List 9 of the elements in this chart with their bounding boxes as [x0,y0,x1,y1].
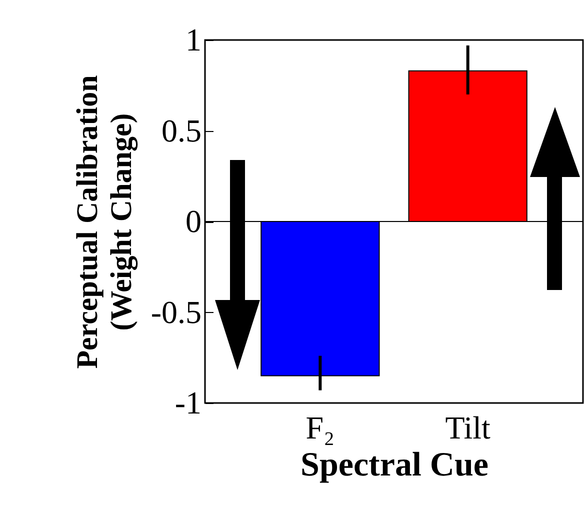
x-tick-label: F₂ [306,410,335,446]
y-tick-label: 0.5 [162,112,202,148]
y-tick-label: 0 [186,203,202,239]
x-axis-title: Spectral Cue [300,446,488,484]
y-tick-label: 1 [186,22,202,58]
y-tick-label: -0.5 [150,294,202,330]
y-tick-label: -1 [174,384,202,420]
y-axis-title: Perceptual Calibration (Weight Change) [70,74,138,369]
x-tick-label: Tilt [445,410,490,446]
